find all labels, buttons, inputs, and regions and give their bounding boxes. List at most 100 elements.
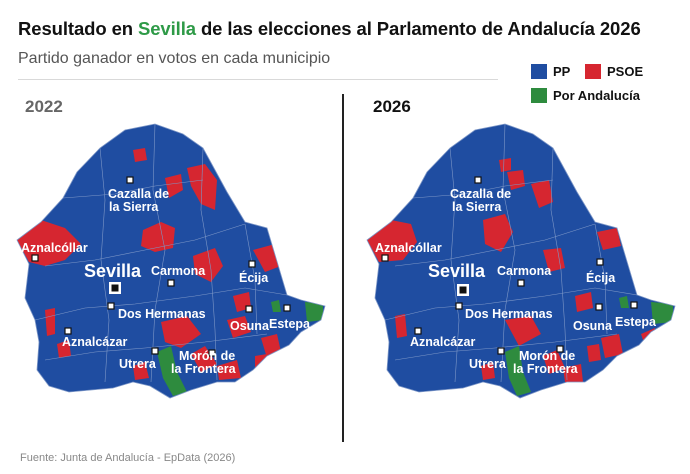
city-sevilla-marker bbox=[457, 284, 469, 296]
city-carmona-marker bbox=[167, 279, 175, 287]
municipal-borders bbox=[384, 123, 638, 383]
psoe-area-southwest bbox=[57, 340, 71, 358]
city-label-aznalcazar: Aznalcázar bbox=[410, 335, 475, 349]
city-moron-marker bbox=[208, 349, 216, 357]
pa-area-south-small bbox=[267, 356, 275, 366]
city-aznalcollar-marker bbox=[31, 254, 39, 262]
psoe-area-sierra-center bbox=[483, 214, 513, 252]
city-label-estepa: Estepa bbox=[269, 317, 311, 331]
legend-label-por-andalucia: Por Andalucía bbox=[553, 88, 640, 103]
subtitle-divider bbox=[18, 79, 498, 80]
pa-area-estepa-small bbox=[619, 296, 629, 308]
legend-item-psoe: PSOE bbox=[585, 64, 643, 79]
psoe-area-sierra-center bbox=[141, 222, 175, 252]
city-label-utrera: Utrera bbox=[469, 357, 507, 371]
psoe-area-campina bbox=[597, 228, 621, 250]
city-label-aznalcollar: Aznalcóllar bbox=[21, 241, 88, 255]
psoe-area-utrera-south bbox=[133, 362, 149, 380]
legend-label-psoe: PSOE bbox=[607, 64, 644, 79]
city-dos-hermanas-marker bbox=[455, 302, 463, 310]
city-label-moron-line2: la Frontera bbox=[513, 362, 579, 376]
city-label-ecija: Écija bbox=[586, 270, 616, 285]
city-label-moron-line2: la Frontera bbox=[171, 362, 237, 376]
city-estepa-marker bbox=[630, 301, 638, 309]
city-label-osuna: Osuna bbox=[573, 319, 613, 333]
psoe-area-southeast bbox=[601, 334, 623, 358]
panel-divider bbox=[342, 94, 344, 442]
city-moron-marker bbox=[556, 345, 564, 353]
legend-swatch-psoe bbox=[585, 64, 601, 79]
city-cazalla-marker bbox=[474, 176, 482, 184]
psoe-area-north-small bbox=[133, 148, 147, 162]
city-label-sevilla: Sevilla bbox=[428, 261, 486, 281]
pa-area-estepa-east bbox=[305, 302, 323, 322]
city-label-aznalcazar: Aznalcázar bbox=[62, 335, 127, 349]
city-label-utrera: Utrera bbox=[119, 357, 157, 371]
city-sevilla-marker bbox=[109, 282, 121, 294]
city-label-moron-line1: Morón de bbox=[519, 349, 575, 363]
pa-area-utrera bbox=[157, 346, 187, 396]
city-label-estepa: Estepa bbox=[615, 315, 657, 329]
legend-swatch-pp bbox=[531, 64, 547, 79]
province-base bbox=[367, 124, 675, 398]
map-2022: Sevilla Cazalla de la Sierra Aznalcóllar… bbox=[16, 123, 326, 399]
city-cazalla-marker bbox=[126, 176, 134, 184]
city-label-carmona: Carmona bbox=[497, 264, 552, 278]
psoe-area-dos-hermanas bbox=[161, 316, 201, 348]
city-osuna-marker bbox=[595, 303, 603, 311]
city-label-dos-hermanas: Dos Hermanas bbox=[465, 307, 553, 321]
city-ecija-marker bbox=[248, 260, 256, 268]
pa-area-estepa-east bbox=[651, 302, 673, 324]
psoe-area-moron-left bbox=[543, 350, 565, 374]
year-label-2022: 2022 bbox=[25, 97, 63, 116]
city-osuna-marker bbox=[245, 305, 253, 313]
map-2026: Sevilla Cazalla de la Sierra Aznalcóllar… bbox=[366, 123, 676, 399]
city-dos-hermanas-marker bbox=[107, 302, 115, 310]
chart-title: Resultado en Sevilla de las elecciones a… bbox=[18, 18, 641, 39]
city-label-cazalla-line1: Cazalla de bbox=[108, 187, 169, 201]
city-utrera-marker bbox=[497, 347, 505, 355]
city-label-osuna: Osuna bbox=[230, 319, 270, 333]
city-label-carmona: Carmona bbox=[151, 264, 206, 278]
year-label-2026: 2026 bbox=[373, 97, 411, 116]
pa-area-utrera bbox=[505, 346, 531, 396]
psoe-area-northeast bbox=[531, 180, 553, 208]
city-label-moron-line1: Morón de bbox=[179, 349, 235, 363]
psoe-area-ecija-south bbox=[575, 292, 593, 312]
title-highlight: Sevilla bbox=[138, 18, 196, 39]
psoe-area-dos-hermanas bbox=[505, 316, 541, 346]
legend-label-pp: PP bbox=[553, 64, 571, 79]
psoe-area-vega-east bbox=[543, 248, 565, 272]
legend-item-pp: PP bbox=[531, 64, 570, 79]
city-ecija-marker bbox=[596, 258, 604, 266]
psoe-area-utrera-south bbox=[481, 362, 495, 380]
psoe-area-moron-left bbox=[191, 346, 217, 372]
psoe-area-vega-east bbox=[193, 248, 223, 282]
psoe-area-south bbox=[227, 316, 251, 338]
city-label-dos-hermanas: Dos Hermanas bbox=[118, 307, 206, 321]
city-label-sevilla: Sevilla bbox=[84, 261, 142, 281]
city-carmona-marker bbox=[517, 279, 525, 287]
city-utrera-marker bbox=[151, 347, 159, 355]
city-label-ecija: Écija bbox=[239, 270, 269, 285]
psoe-area-moron-right bbox=[563, 364, 583, 382]
city-aznalcollar-marker bbox=[381, 254, 389, 262]
source-note: Fuente: Junta de Andalucía - EpData (202… bbox=[20, 452, 236, 464]
chart-subtitle: Partido ganador en votos en cada municip… bbox=[18, 50, 331, 67]
city-label-aznalcollar: Aznalcóllar bbox=[375, 241, 442, 255]
city-label-cazalla-line2: la Sierra bbox=[109, 200, 159, 214]
psoe-area-west-edge bbox=[395, 314, 407, 338]
psoe-area-west-edge bbox=[45, 308, 55, 336]
city-estepa-marker bbox=[283, 304, 291, 312]
pa-area-estepa-small bbox=[271, 300, 281, 312]
municipal-borders bbox=[34, 123, 288, 383]
psoe-area-north-small bbox=[499, 158, 511, 172]
psoe-area-moron-right bbox=[217, 360, 241, 380]
legend-item-por-andalucia: Por Andalucía bbox=[531, 88, 640, 103]
city-aznalcazar-marker bbox=[64, 327, 72, 335]
legend-swatch-por-andalucia bbox=[531, 88, 547, 103]
city-aznalcazar-marker bbox=[414, 327, 422, 335]
psoe-area-south bbox=[587, 344, 601, 362]
city-label-cazalla-line2: la Sierra bbox=[452, 200, 502, 214]
city-label-cazalla-line1: Cazalla de bbox=[450, 187, 511, 201]
